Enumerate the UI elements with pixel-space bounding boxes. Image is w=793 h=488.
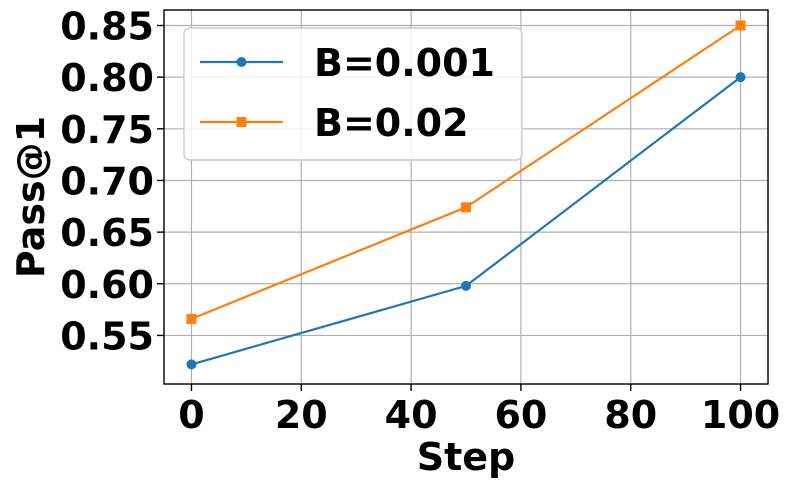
y-tick-label: 0.80 [60, 56, 154, 100]
y-axis-title: Pass@1 [9, 116, 53, 278]
legend-marker [236, 57, 247, 67]
series-layer [186, 20, 746, 370]
x-tick-label: 40 [385, 393, 438, 437]
x-tick-label: 20 [275, 393, 328, 437]
x-tick-label: 60 [494, 393, 547, 437]
data-point-marker [186, 359, 197, 370]
data-point-marker [735, 72, 746, 83]
y-tick-label: 0.55 [60, 314, 154, 358]
data-point-marker [461, 280, 471, 291]
y-tick-label: 0.75 [60, 108, 154, 152]
plot-frame [163, 9, 769, 385]
y-tick-label: 0.60 [60, 263, 154, 307]
legend: B=0.001 B=0.02 [183, 27, 523, 161]
data-point-marker [186, 313, 197, 324]
legend-label: B=0.001 [314, 41, 495, 85]
x-tick-label: 80 [604, 393, 657, 437]
y-tick-label: 0.65 [60, 211, 154, 255]
data-point-marker [735, 20, 746, 31]
legend-marker [236, 117, 247, 127]
x-tick-label: 0 [178, 393, 204, 437]
y-tick-label: 0.70 [60, 159, 154, 203]
x-tick-label: 100 [701, 393, 780, 437]
axis-ticks: 0 20 40 60 80 100 0.55 0.60 0.65 0.70 0.75 0.80 0.85 [60, 4, 780, 437]
x-axis-title: Step [417, 435, 516, 479]
legend-label: B=0.02 [314, 101, 469, 145]
data-point-marker [461, 202, 471, 213]
y-tick-label: 0.85 [60, 4, 154, 48]
